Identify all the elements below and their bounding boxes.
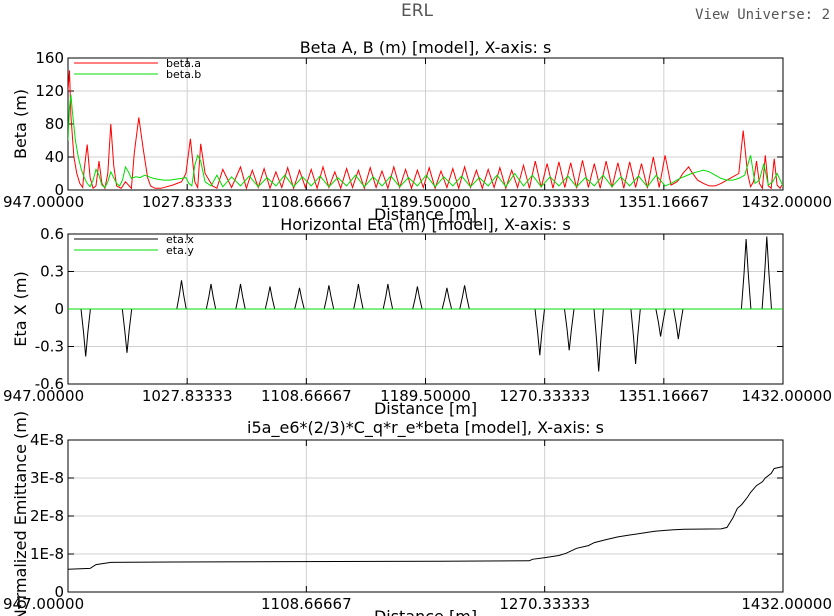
x-tick-label: 1351.16667 <box>618 387 709 405</box>
chart-title: i5a_e6*(2/3)*C_q*r_e*beta [model], X-axi… <box>247 418 604 438</box>
chart-title: Horizontal Eta (m) [model], X-axis: s <box>280 215 571 234</box>
chart-title: Beta A, B (m) [model], X-axis: s <box>300 38 552 57</box>
x-tick-label: 1108.66667 <box>261 193 352 211</box>
legend-label: eta.x <box>166 233 194 246</box>
x-tick-label: 947.00000 <box>3 595 84 613</box>
y-axis-label: Normalized Emittance (m) <box>11 411 30 616</box>
chart-2: 947.00000 1027.83333 1108.66667 1189.50000 1… <box>3 215 832 418</box>
y-tick-label: -0.3 <box>35 338 64 356</box>
x-tick-label: 1027.83333 <box>142 193 233 211</box>
series-line-curve <box>68 466 783 570</box>
y-tick-label: 3E-8 <box>30 469 64 487</box>
x-tick-label: 1108.66667 <box>261 595 352 613</box>
series-line-beta-b <box>68 95 783 189</box>
x-axis-label: Distance [m] <box>374 205 477 224</box>
x-tick-label: 1351.16667 <box>618 193 709 211</box>
series-line-beta-a <box>68 70 783 190</box>
x-axis-label: Distance [m] <box>374 399 477 418</box>
y-tick-label: 0.3 <box>40 263 64 281</box>
y-tick-label: 80 <box>45 115 64 133</box>
y-tick-label: 120 <box>35 82 64 100</box>
view-universe[interactable]: View Universe: 2 <box>695 7 830 23</box>
chart-1: 947.00000 1027.83333 1108.66667 1189.50000 1… <box>3 38 832 224</box>
y-tick-label: 0 <box>54 181 64 199</box>
legend-label: beta.a <box>166 57 201 70</box>
x-tick-label: 947.00000 <box>3 193 84 211</box>
x-tick-label: 1270.33333 <box>499 595 590 613</box>
x-tick-label: 1270.33333 <box>499 387 590 405</box>
x-tick-label: 1189.50000 <box>380 193 471 211</box>
chart-3: 947.00000 1108.66667 1270.33333 1432.00000 0… <box>3 411 832 616</box>
view-universe-value: 2 <box>821 7 830 23</box>
x-axis-label: Distance [m] <box>374 607 477 616</box>
x-tick-label: 1189.50000 <box>380 387 471 405</box>
x-tick-label: 1027.83333 <box>142 387 233 405</box>
x-tick-label: 1432.00000 <box>741 387 832 405</box>
y-tick-label: 4E-8 <box>30 431 64 449</box>
y-axis-label: Eta X (m) <box>11 271 30 346</box>
x-tick-label: 1432.00000 <box>741 595 832 613</box>
y-axis-label: Beta (m) <box>11 89 30 159</box>
y-tick-label: -0.6 <box>35 375 64 393</box>
x-tick-label: 1108.66667 <box>261 387 352 405</box>
y-tick-label: 160 <box>35 49 64 67</box>
series-line-eta-x <box>68 236 783 372</box>
y-tick-label: 2E-8 <box>30 507 64 525</box>
x-tick-label: 1270.33333 <box>499 193 590 211</box>
x-tick-label: 947.00000 <box>3 387 84 405</box>
y-tick-label: 0 <box>54 583 64 601</box>
y-tick-label: 0.6 <box>40 225 64 243</box>
window-title: ERL <box>400 1 434 21</box>
x-tick-label: 1432.00000 <box>741 193 832 211</box>
y-tick-label: 1E-8 <box>30 545 64 563</box>
y-tick-label: 0 <box>54 300 64 318</box>
legend-label: beta.b <box>166 68 201 81</box>
y-tick-label: 40 <box>45 148 64 166</box>
legend-label: eta.y <box>166 244 194 257</box>
view-universe-label: View Universe: <box>695 7 814 23</box>
